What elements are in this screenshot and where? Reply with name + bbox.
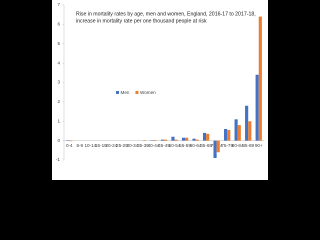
x-tick-label: 50-54 <box>169 143 181 148</box>
bar <box>69 140 73 142</box>
bar <box>216 140 220 153</box>
bar <box>234 119 238 141</box>
legend-swatch <box>135 91 139 94</box>
x-tick-label: 55-59 <box>179 143 191 148</box>
bar <box>206 133 210 141</box>
x-tick-label: 80-84 <box>232 143 244 148</box>
y-tick-label: 0 <box>57 138 60 143</box>
y-tick-label: 7 <box>57 2 60 7</box>
x-tick-label: 75-79 <box>221 143 233 148</box>
y-tick-label: -1 <box>56 157 61 162</box>
bar <box>174 139 178 141</box>
y-tick-label: 3 <box>57 80 60 85</box>
bar <box>192 138 196 141</box>
bar <box>164 139 168 141</box>
x-tick-label: 30-34 <box>127 143 139 148</box>
x-tick-label: 10-14 <box>84 143 96 148</box>
legend-swatch <box>116 91 119 94</box>
bar <box>227 129 231 141</box>
y-tick-label: 4 <box>57 60 60 65</box>
x-tick-label: 25-29 <box>116 143 128 148</box>
bar <box>171 136 175 141</box>
bar <box>153 140 157 141</box>
bar <box>245 105 249 141</box>
bar <box>213 140 217 159</box>
bar <box>255 74 259 141</box>
x-tick-label: 65-69 <box>200 143 212 148</box>
x-tick-label: 15-19 <box>95 143 107 148</box>
bar <box>258 16 262 141</box>
bar <box>248 121 252 141</box>
bar <box>185 137 189 141</box>
chart-panel <box>52 0 268 180</box>
x-tick-label: 40-44 <box>148 143 160 148</box>
bar <box>237 125 241 141</box>
x-tick-label: 85-89 <box>242 143 254 148</box>
bar <box>224 129 228 141</box>
bar <box>195 139 199 141</box>
chart-title: Rise in mortality rates by age, men and … <box>76 11 256 17</box>
bar <box>181 137 186 141</box>
x-tick-label: 20-24 <box>105 143 117 148</box>
screenshot: Rise in mortality rates by age, men and … <box>52 0 268 180</box>
x-tick-label: 90+ <box>255 143 263 148</box>
x-tick-label: 45-49 <box>158 143 170 148</box>
chart-title: increase in mortality rate per one thous… <box>76 18 207 24</box>
y-tick-label: 5 <box>57 41 60 46</box>
bar <box>160 139 164 141</box>
x-tick-label: 60-64 <box>190 143 202 148</box>
bar <box>202 132 207 141</box>
y-tick-label: 1 <box>57 118 60 123</box>
y-tick-label: 6 <box>57 22 60 27</box>
x-tick-label: 0-4 <box>66 143 73 148</box>
page: {"chart_data":{"type":"bar", "title":["R… <box>52 0 268 180</box>
y-tick-label: 2 <box>57 99 60 104</box>
legend-label: Women <box>140 90 156 95</box>
x-tick-label: 5-9 <box>76 143 83 148</box>
x-tick-label: 35-39 <box>137 143 149 148</box>
legend-label: Men <box>121 90 130 95</box>
